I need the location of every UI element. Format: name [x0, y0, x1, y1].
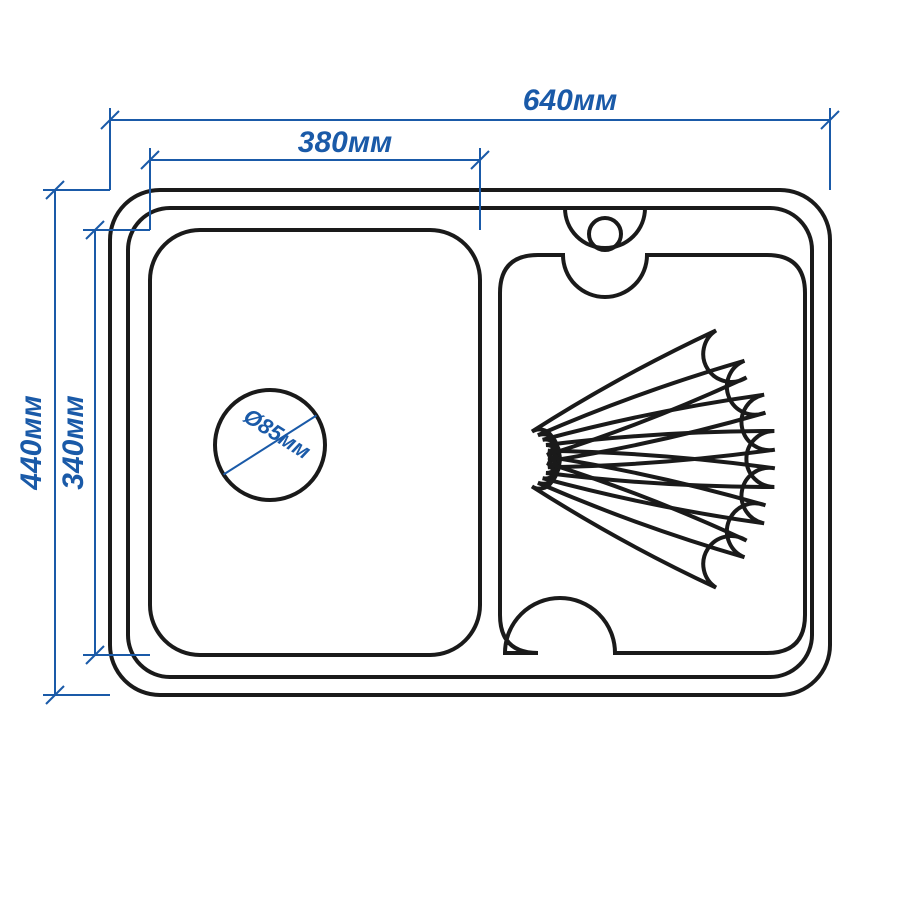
sink-outer-outline	[110, 190, 830, 695]
dim-bowl-width: 380мм	[141, 126, 489, 230]
tap-hole-notch	[565, 208, 645, 248]
dim-total-width: 640мм	[101, 84, 839, 190]
dim-total-height-label: 440мм	[15, 395, 48, 490]
drain-diameter-label: Ø85мм	[239, 403, 315, 464]
sink-inner-outline	[128, 208, 812, 677]
sink-technical-drawing: Ø85мм 640мм 380мм	[0, 0, 900, 900]
dim-total-width-label: 640мм	[523, 84, 617, 117]
sink-body: Ø85мм	[110, 190, 830, 695]
dim-bowl-width-label: 380мм	[298, 126, 392, 159]
dimension-lines: 640мм 380мм 440мм 340мм	[15, 84, 839, 704]
dim-bowl-height-label: 340мм	[57, 395, 90, 489]
dim-bowl-height: 340мм	[57, 221, 150, 664]
drainboard-grooves	[532, 330, 775, 587]
drainboard	[500, 255, 805, 653]
